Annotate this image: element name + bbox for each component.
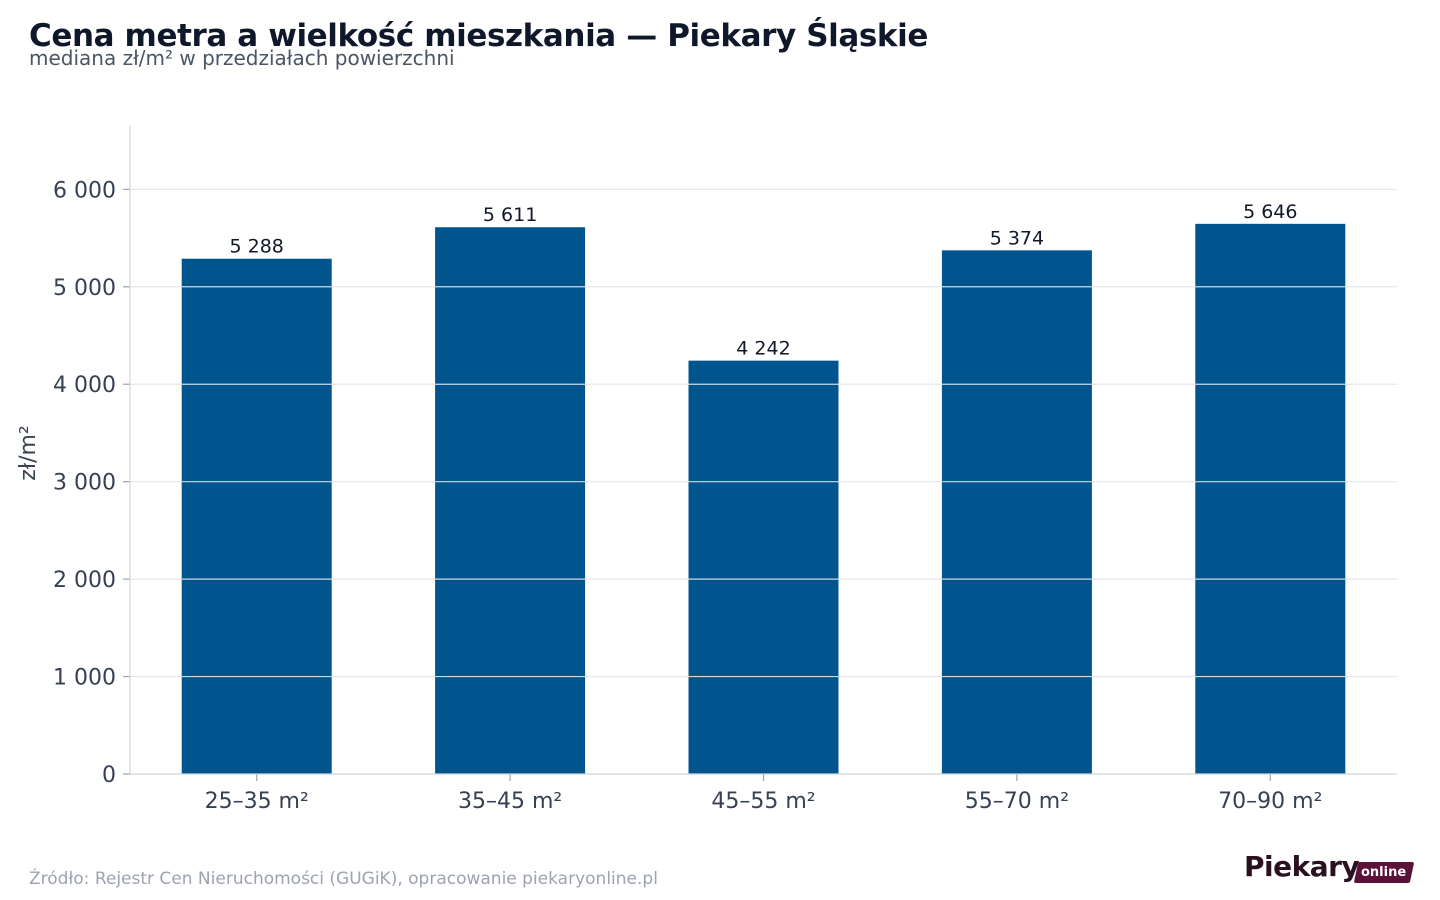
chart-subtitle: mediana zł/m² w przedziałach powierzchni: [29, 46, 455, 70]
axes: [123, 126, 1397, 781]
y-tick-label: 5 000: [53, 276, 116, 301]
bar: [1195, 223, 1346, 775]
y-tick-label: 1 000: [53, 666, 116, 691]
bar: [688, 360, 839, 774]
source-note: Źródło: Rejestr Cen Nieruchomości (GUGiK…: [29, 869, 658, 889]
bar-value-label: 5 288: [229, 236, 283, 258]
bar: [181, 258, 332, 774]
labels: 0 1 000 2 000 3 000 4 000 5 000 6 000 5 288 25–3…: [16, 178, 1322, 814]
logo-wordmark: Piekary: [1244, 850, 1360, 883]
x-tick-label: 45–55 m²: [711, 789, 815, 814]
bar-value-label: 5 611: [483, 204, 537, 226]
x-tick-label: 25–35 m²: [205, 789, 309, 814]
y-tick-label: 0: [102, 763, 116, 788]
bar-value-label: 5 374: [990, 227, 1044, 249]
y-tick-label: 3 000: [53, 471, 116, 496]
bar-value-label: 5 646: [1243, 201, 1297, 223]
y-tick-label: 4 000: [53, 373, 116, 398]
chart-title: Cena metra a wielkość mieszkania — Pieka…: [29, 18, 928, 54]
y-tick-label: 2 000: [53, 568, 116, 593]
bars: [181, 223, 1346, 775]
x-tick-label: 55–70 m²: [965, 789, 1069, 814]
piekaryonline-logo: Piekary online: [1244, 850, 1415, 892]
y-tick-label: 6 000: [53, 178, 116, 203]
x-tick-label: 70–90 m²: [1218, 789, 1322, 814]
bar-value-label: 4 242: [736, 338, 790, 360]
bar: [941, 250, 1092, 775]
y-axis-label: zł/m²: [16, 425, 41, 480]
logo-tag: online: [1353, 862, 1415, 883]
bar: [435, 227, 586, 775]
x-tick-label: 35–45 m²: [458, 789, 562, 814]
logo-tag-text: online: [1361, 865, 1407, 880]
